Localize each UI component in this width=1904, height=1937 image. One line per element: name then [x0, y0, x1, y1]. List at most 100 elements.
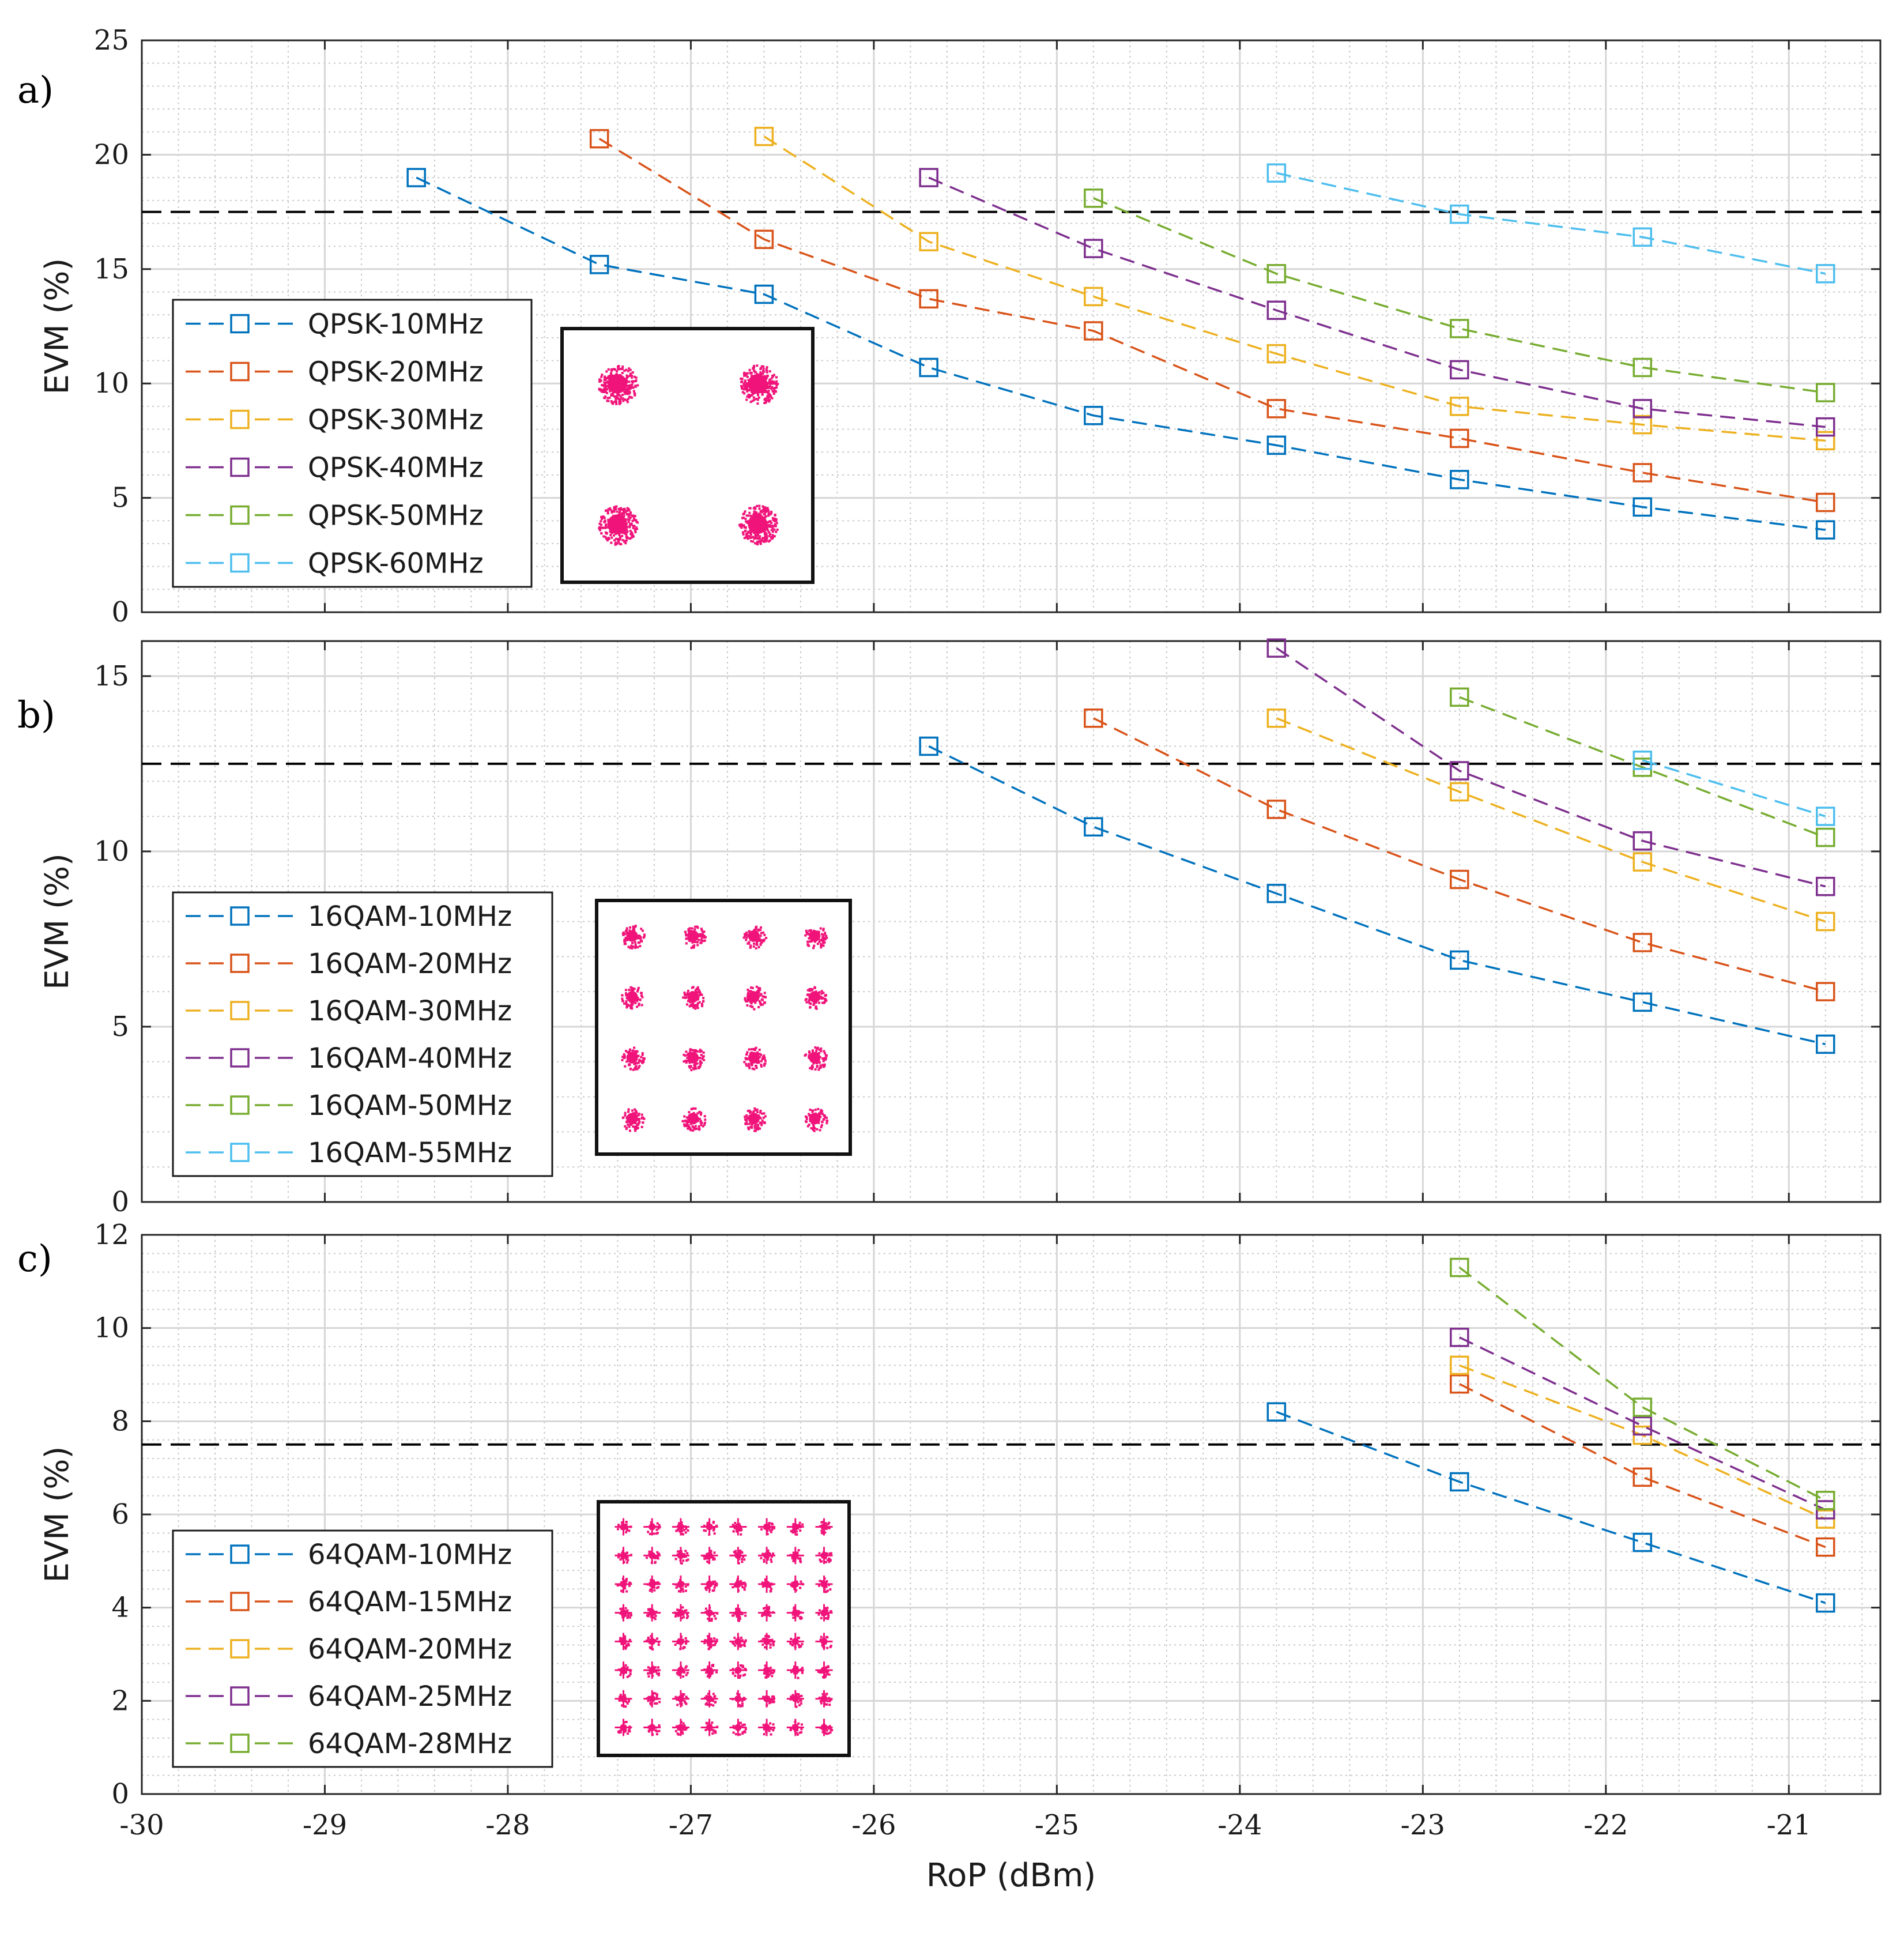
constellation-sample	[734, 1644, 737, 1647]
constellation-sample	[821, 1113, 824, 1116]
constellation-sample	[761, 1585, 764, 1588]
constellation-sample	[795, 1693, 798, 1695]
constellation-sample	[683, 1553, 686, 1556]
constellation-sample	[796, 1733, 799, 1736]
constellation-cluster	[614, 1547, 632, 1565]
constellation-sample	[619, 537, 622, 540]
constellation-sample	[748, 1062, 751, 1065]
constellation-sample	[610, 531, 613, 534]
data-point-marker	[919, 168, 938, 187]
constellation-sample	[697, 933, 700, 936]
constellation-sample	[628, 1616, 631, 1619]
legend-marker-sample	[230, 505, 250, 525]
constellation-sample	[704, 1529, 707, 1532]
constellation-sample	[687, 1000, 689, 1003]
constellation-sample	[744, 1585, 747, 1588]
constellation-sample	[637, 1114, 640, 1117]
constellation-sample	[740, 377, 742, 380]
data-point-marker	[919, 232, 938, 251]
constellation-sample	[828, 1704, 831, 1706]
constellation-sample	[797, 1610, 800, 1612]
constellation-sample	[688, 1005, 691, 1008]
constellation-sample	[741, 1666, 744, 1669]
constellation-sample	[625, 388, 628, 391]
constellation-sample	[819, 1671, 822, 1674]
series-line	[1276, 717, 1826, 923]
constellation-sample	[766, 1558, 769, 1561]
constellation-sample	[738, 1644, 741, 1646]
legend-marker-sample	[230, 1048, 250, 1068]
constellation-sample	[621, 1521, 624, 1524]
constellation-sample	[630, 383, 633, 386]
constellation-sample	[766, 396, 769, 399]
constellation-sample	[748, 990, 751, 993]
constellation-sample	[767, 513, 770, 516]
constellation-sample	[816, 1062, 819, 1065]
y-axis-title: EVM (%)	[39, 1446, 76, 1583]
constellation-sample	[700, 1005, 703, 1008]
constellation-sample	[768, 382, 771, 385]
constellation-sample	[632, 1068, 635, 1071]
constellation-sample	[809, 1109, 812, 1111]
constellation-sample	[820, 990, 823, 993]
constellation-sample	[625, 1006, 628, 1009]
constellation-sample	[656, 1672, 659, 1675]
constellation-sample	[612, 368, 615, 371]
constellation-sample	[811, 1065, 814, 1068]
constellation-sample	[643, 933, 646, 936]
constellation-sample	[733, 1637, 736, 1640]
series-line	[1276, 647, 1826, 888]
constellation-sample	[761, 995, 764, 998]
constellation-sample	[767, 1635, 770, 1638]
constellation-sample	[636, 1117, 639, 1120]
constellation-sample	[771, 1699, 774, 1702]
constellation-sample	[682, 996, 685, 999]
constellation-sample	[742, 533, 745, 536]
constellation-sample	[632, 928, 635, 930]
constellation-sample	[687, 1127, 689, 1130]
constellation-sample	[607, 537, 610, 540]
constellation-sample	[742, 388, 745, 391]
constellation-sample	[767, 1549, 770, 1552]
constellation-sample	[617, 1524, 620, 1527]
constellation-sample	[770, 1672, 772, 1675]
constellation-sample	[624, 930, 627, 933]
constellation-sample	[613, 508, 616, 511]
constellation-sample	[745, 374, 748, 376]
constellation-sample	[821, 1120, 824, 1123]
y-tick-label: 10	[94, 367, 129, 400]
constellation-cluster	[700, 1690, 718, 1708]
constellation-sample	[715, 1584, 718, 1586]
constellation-sample	[772, 1723, 775, 1726]
constellation-sample	[692, 1005, 695, 1008]
constellation-sample	[758, 1049, 761, 1052]
constellation-sample	[752, 945, 755, 948]
constellation-sample	[638, 1066, 640, 1069]
constellation-core	[809, 1113, 821, 1125]
data-point-marker	[1816, 1034, 1835, 1054]
constellation-sample	[634, 515, 636, 518]
data-point-marker	[1816, 417, 1835, 437]
constellation-sample	[625, 1527, 628, 1530]
constellation-sample	[761, 1003, 764, 1006]
constellation-inset-16qam	[595, 899, 852, 1156]
constellation-sample	[742, 384, 745, 387]
constellation-sample	[798, 1616, 801, 1619]
constellation-sample	[683, 1616, 685, 1619]
constellation-cluster	[758, 1719, 776, 1736]
constellation-sample	[648, 1730, 651, 1733]
constellation-sample	[699, 941, 702, 944]
constellation-sample	[759, 542, 762, 545]
constellation-sample	[605, 387, 608, 390]
constellation-sample	[819, 1558, 821, 1561]
constellation-sample	[816, 943, 819, 945]
constellation-sample	[767, 385, 770, 388]
data-point-marker	[1816, 1593, 1835, 1613]
constellation-sample	[756, 1052, 759, 1054]
constellation-sample	[753, 1126, 756, 1129]
constellation-sample	[685, 996, 688, 999]
constellation-sample	[631, 941, 634, 944]
constellation-sample	[764, 515, 767, 518]
constellation-sample	[765, 533, 768, 536]
constellation-sample	[676, 1528, 679, 1531]
